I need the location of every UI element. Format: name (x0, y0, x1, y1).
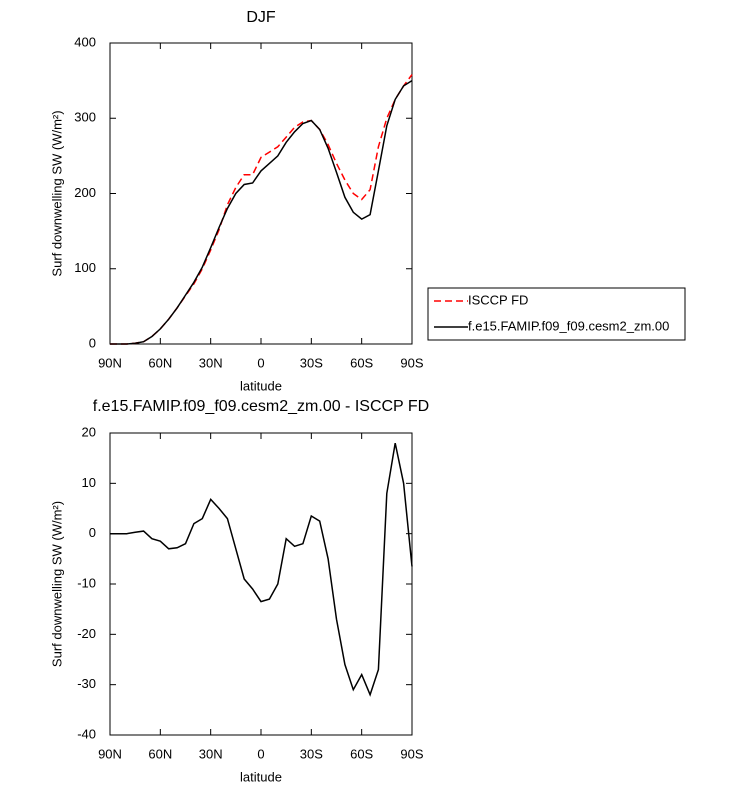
data-line (110, 74, 413, 345)
y-tick-label: -30 (77, 676, 96, 691)
chart-title: f.e15.FAMIP.f09_f09.cesm2_zm.00 - ISCCP … (93, 398, 429, 415)
x-tick-label: 90S (400, 746, 423, 761)
y-tick-label: 400 (74, 34, 96, 49)
data-line (110, 442, 413, 697)
x-tick-label: 0 (257, 355, 264, 370)
x-tick-label: 60S (350, 746, 373, 761)
x-axis-label: latitude (240, 378, 282, 393)
y-tick-label: -40 (77, 726, 96, 741)
x-tick-label: 30N (199, 355, 223, 370)
y-tick-label: 300 (74, 110, 96, 125)
x-tick-label: 30N (199, 746, 223, 761)
y-tick-label: -10 (77, 575, 96, 590)
x-tick-label: 60N (148, 355, 172, 370)
y-axis-label: Surf downwelling SW (W/m²) (49, 110, 64, 276)
y-tick-label: 20 (82, 424, 96, 439)
y-axis-label: Surf downwelling SW (W/m²) (49, 501, 64, 667)
y-tick-label: -20 (77, 626, 96, 641)
x-tick-label: 90N (98, 355, 122, 370)
x-tick-label: 30S (300, 746, 323, 761)
x-tick-label: 60N (148, 746, 172, 761)
x-tick-label: 90N (98, 746, 122, 761)
y-tick-label: 0 (89, 335, 96, 350)
legend-label: f.e15.FAMIP.f09_f09.cesm2_zm.00 (468, 318, 669, 333)
x-tick-label: 0 (257, 746, 264, 761)
plot-frame (109, 432, 413, 736)
y-tick-label: 0 (89, 525, 96, 540)
legend-box (427, 287, 686, 341)
x-tick-label: 60S (350, 355, 373, 370)
x-tick-label: 90S (400, 355, 423, 370)
data-line (110, 79, 413, 345)
legend-label: ISCCP FD (468, 292, 528, 307)
y-tick-label: 10 (82, 475, 96, 490)
x-tick-label: 30S (300, 355, 323, 370)
y-tick-label: 200 (74, 185, 96, 200)
chart-title: DJF (246, 9, 276, 26)
plot-frame (109, 42, 413, 345)
x-axis-label: latitude (240, 769, 282, 784)
y-tick-label: 100 (74, 260, 96, 275)
